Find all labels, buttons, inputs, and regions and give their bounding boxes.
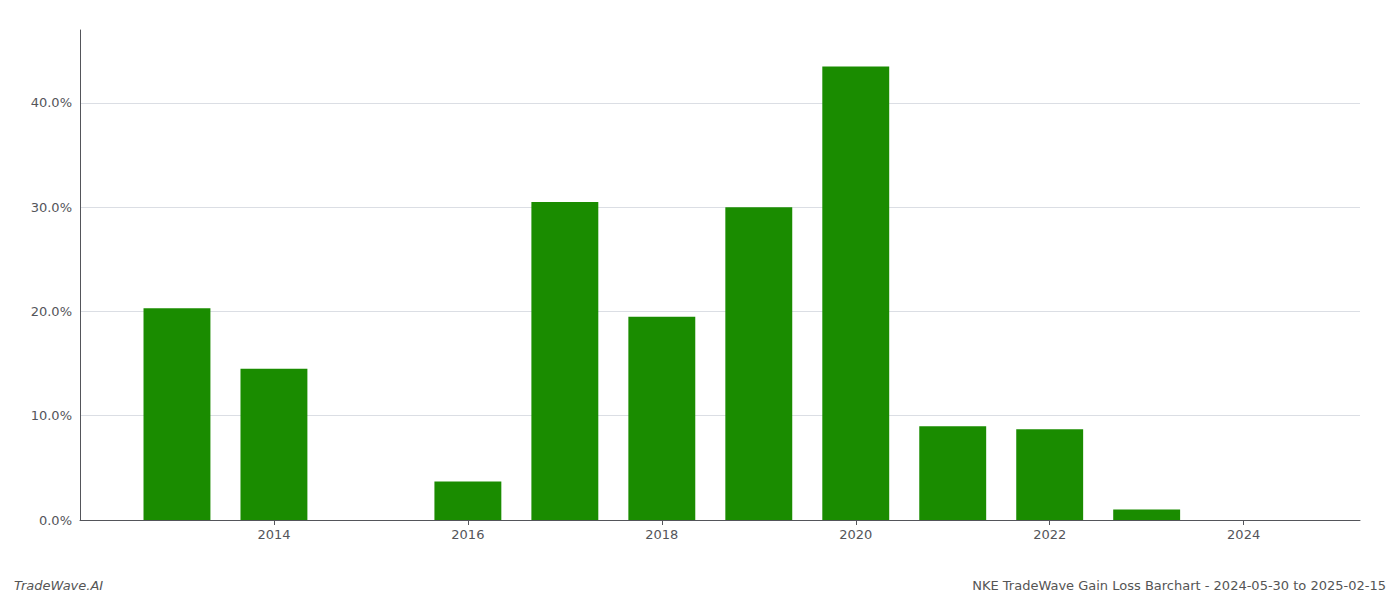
svg-text:40.0%: 40.0%	[31, 95, 72, 110]
svg-text:TradeWave.AI: TradeWave.AI	[14, 578, 103, 593]
svg-text:30.0%: 30.0%	[31, 200, 72, 215]
svg-text:20.0%: 20.0%	[31, 304, 72, 319]
svg-text:2022: 2022	[1033, 527, 1066, 542]
svg-text:NKE TradeWave Gain Loss Barcha: NKE TradeWave Gain Loss Barchart - 2024-…	[972, 578, 1386, 593]
svg-text:2020: 2020	[839, 527, 872, 542]
svg-text:2016: 2016	[451, 527, 484, 542]
svg-text:2014: 2014	[257, 527, 290, 542]
svg-text:2018: 2018	[645, 527, 678, 542]
svg-text:10.0%: 10.0%	[31, 408, 72, 423]
svg-text:2024: 2024	[1227, 527, 1260, 542]
svg-text:0.0%: 0.0%	[39, 513, 72, 528]
